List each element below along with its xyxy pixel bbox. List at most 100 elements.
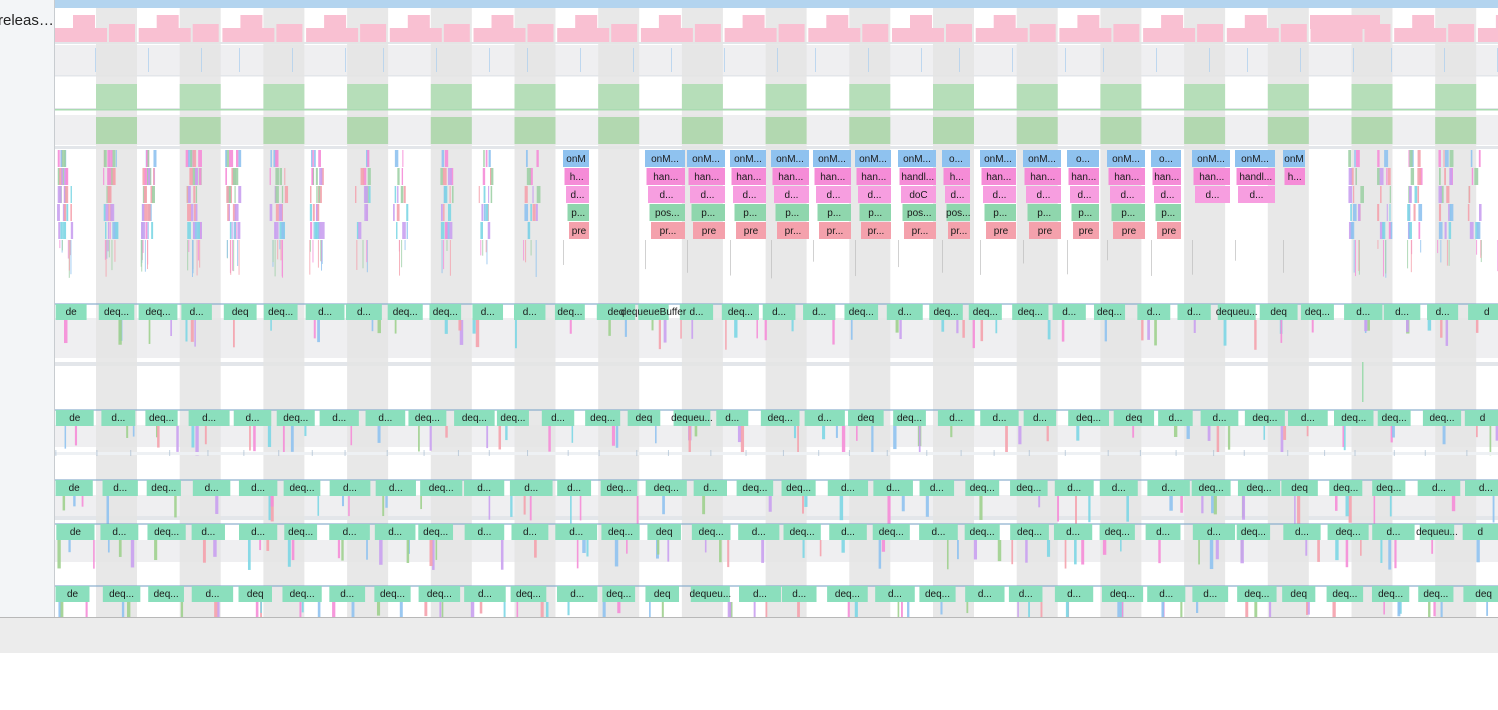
dequeue-slice-label: d... [898,307,912,318]
actual-frame [1267,84,1309,110]
burst-drip [480,240,482,256]
dequeue-slice [1191,480,1231,496]
dequeue-sub-slice [663,320,667,343]
burst-slice [314,150,316,167]
dequeue-sub-slice [768,496,772,512]
dequeue-slice [1236,524,1271,540]
expected-frame-peak [1495,15,1498,29]
burst-slice [233,222,236,239]
dequeue-slice-label: d... [481,307,495,318]
draw-slice [1238,186,1275,203]
pre-slice [651,222,685,239]
burst-slice [1413,204,1416,221]
burst-slice [108,204,110,221]
burst-slice [197,222,201,239]
dequeue-slice [1200,410,1239,426]
dequeue-sub-slice [377,426,381,443]
perform-slice [859,204,891,221]
dequeue-sub-slice [1064,540,1067,569]
handler-slice-label: han... [1071,172,1096,183]
dequeue-slice [276,410,315,426]
expected-frame-peak [73,15,95,29]
dequeue-sub-slice [1102,540,1107,555]
burst-slice [314,222,318,239]
burst-slice [198,150,202,167]
dequeue-slice [919,480,955,496]
burst-slice [234,186,236,203]
dequeue-slice [464,586,506,602]
draw-slice-label: d... [1250,190,1264,201]
burst-slice [487,222,491,239]
dequeue-slice [721,304,759,320]
dequeue-sub-slice [1440,320,1443,338]
main-thread-slices[interactable] [57,150,1498,279]
dequeue-sub-slice [1017,602,1019,617]
details-panel-handle[interactable] [0,617,1498,654]
dequeue-slice-label: d... [478,589,492,600]
burst-slice [368,186,371,203]
dequeue-sub-slice [567,602,570,616]
pre-slice [904,222,936,239]
dequeue-sub-slice [651,320,654,331]
burst-drip [446,240,448,251]
thin-track-tick [423,450,425,456]
onm-slice-label: onM... [1241,154,1269,165]
burst-slice [270,150,272,167]
dequeue-slice [638,304,669,320]
sub-slice-tick [563,240,564,265]
dequeue-sub-slice [1380,540,1383,563]
burst-slice [442,168,447,185]
expected-frame [1280,24,1307,42]
dequeue-slice-label: deq... [380,589,405,600]
burst-slice [1408,222,1410,239]
expected-frame [389,28,442,42]
dequeue-sub-slice [190,320,194,342]
burst-slice [316,204,318,221]
dequeue-sub-slice [897,602,900,617]
dequeue-slice [827,480,869,496]
dequeue-sub-slice [429,540,433,567]
dequeue-slice-label: d... [523,527,537,538]
dequeue-slice-label: deq... [608,527,633,538]
onm-slice [942,150,970,167]
dequeue-sub-slice [1040,602,1043,617]
burst-slice [234,222,236,239]
dequeue-sub-slice [126,426,129,438]
perform-slice-label: p... [1078,208,1092,219]
actual-frame [765,117,807,144]
dequeue-sub-slice [81,496,84,507]
frame-tick [95,48,96,72]
timeline-canvas[interactable]: onM onM... onM... onM... onM... onM... onM... o… [55,0,1498,617]
pre-slice-label: pre [1122,226,1137,237]
pre-slice [1113,222,1145,239]
trace-timeline[interactable]: onM onM... onM... onM... onM... onM... onM... o… [55,0,1498,617]
marker-line [1362,362,1364,402]
dequeue-slice-label: deq... [1252,413,1277,424]
dequeue-sub-slice [582,540,586,553]
burst-slice [70,186,72,203]
draw-slice-label: doC [909,190,927,201]
dequeue-sub-slice [802,540,805,558]
dequeue-slice-label: deq [1291,483,1308,494]
dequeue-sub-slice [332,602,336,617]
dequeue-sub-slice [1335,496,1338,511]
burst-slice [65,186,69,203]
dequeue-sub-slice [435,540,438,560]
expected-frame [443,24,470,42]
expected-frame [1197,24,1224,42]
frame-tick [436,48,437,72]
dequeue-sub-slice [540,602,544,617]
dequeue-sub-slice [445,426,448,438]
burst-slice [58,222,61,239]
dequeue-slice-label: d... [378,413,392,424]
dequeue-slice-label: d... [388,527,402,538]
draw-slice [945,186,970,203]
dequeue-sub-slice [1427,320,1432,331]
sub-slice-tick [813,240,814,262]
dequeue-sub-slice [282,426,285,454]
burst-slice [394,150,399,167]
dequeue-sub-slice [1117,602,1121,617]
dequeue-sub-slice [64,426,67,449]
burst-slice [318,222,322,239]
dequeue-buffer-tracks[interactable] [55,303,1498,617]
